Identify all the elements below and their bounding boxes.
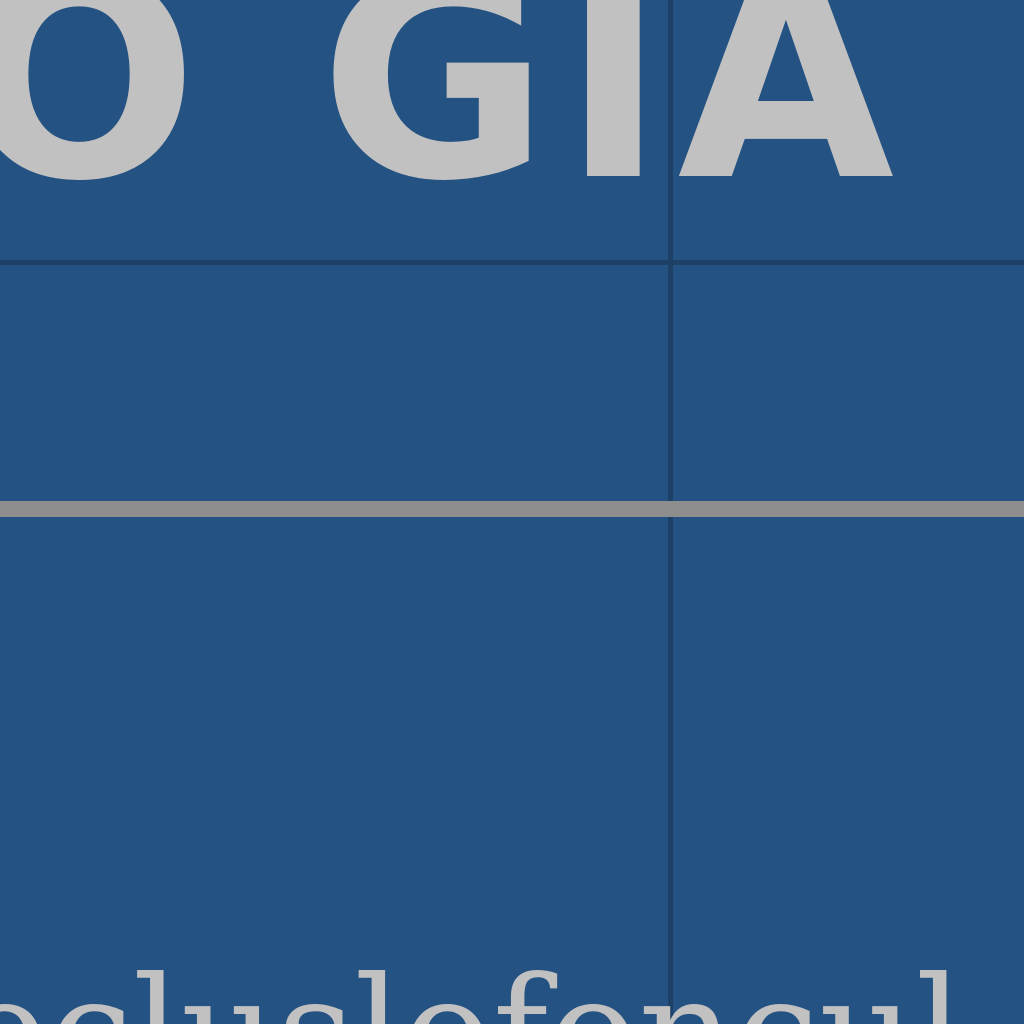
body-text-fragment: ecluslofoncul [0,958,964,1024]
horizontal-grid-line [0,260,1024,265]
divider-rule [0,501,1024,517]
heading-text: O GIA VI [0,0,1024,243]
